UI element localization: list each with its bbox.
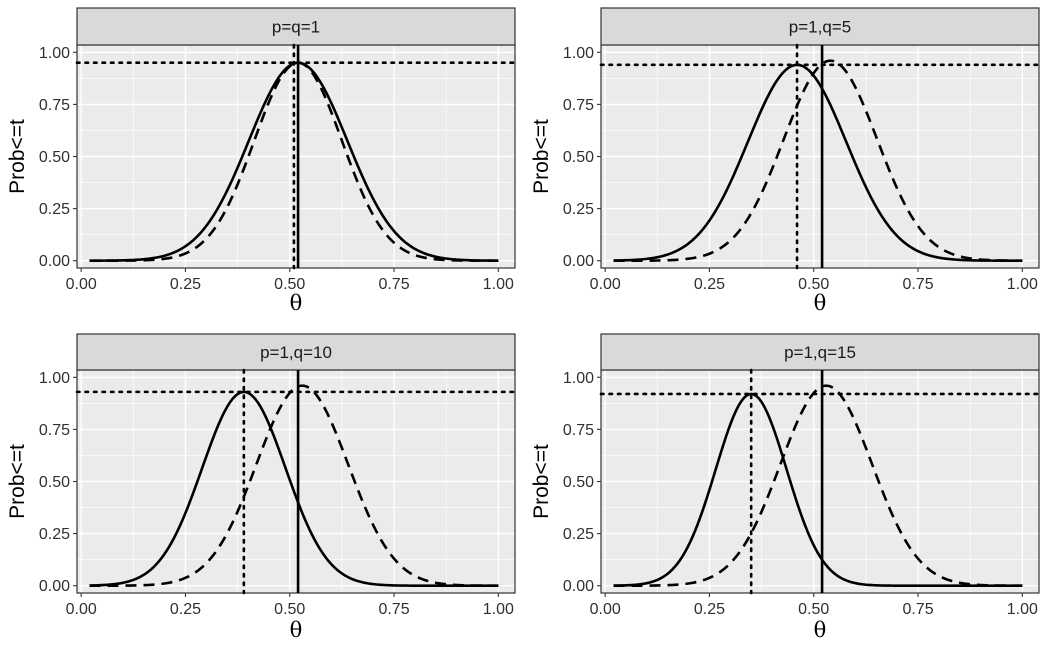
x-tick-label: 0.00 <box>590 601 621 618</box>
x-axis-title: θ <box>814 291 827 315</box>
y-tick-label: 0.00 <box>563 253 594 270</box>
y-tick-label: 0.50 <box>563 474 594 491</box>
x-tick-label: 1.00 <box>1007 276 1038 293</box>
y-tick-label: 1.00 <box>563 370 594 387</box>
y-tick-label: 0.50 <box>39 474 70 491</box>
y-axis-title: Prob<=t <box>6 119 29 194</box>
x-tick-label: 1.00 <box>483 601 514 618</box>
facet-panel-2: p=1,q=5 0.00 0.25 0.50 0.75 1.00 0.00 0.25 0.50 0… <box>530 7 1041 315</box>
y-tick-label: 0.50 <box>563 149 594 166</box>
facet-title: p=1,q=5 <box>789 18 851 37</box>
y-tick-label: 0.75 <box>39 97 70 114</box>
x-tick-label: 0.50 <box>274 601 305 618</box>
x-tick-label: 0.00 <box>66 276 97 293</box>
x-axis-title: θ <box>814 618 827 642</box>
facet-strip <box>600 333 1040 371</box>
series-line-solid <box>613 392 1023 588</box>
y-tick-label: 0.25 <box>39 526 70 543</box>
y-axis-title: Prob<=t <box>530 444 553 519</box>
x-tick-label: 1.00 <box>483 276 514 293</box>
y-tick-label: 0.00 <box>39 578 70 595</box>
facet-title: p=q=1 <box>272 18 320 37</box>
facet-panel-3: p=1,q=10 0.00 0.25 0.50 0.75 1.00 0.00 0.25 0.50… <box>6 333 517 642</box>
x-tick-label: 0.50 <box>798 601 829 618</box>
y-axis-title: Prob<=t <box>6 444 29 519</box>
y-tick-label: 1.00 <box>39 45 70 62</box>
facet-strip <box>76 333 516 371</box>
series-line-dashed <box>613 59 1023 262</box>
facet-title: p=1,q=15 <box>784 343 856 362</box>
x-tick-label: 0.25 <box>694 601 725 618</box>
series-line-solid <box>89 390 499 588</box>
x-tick-label: 0.75 <box>902 601 933 618</box>
facet-strip <box>600 7 1040 46</box>
y-tick-label: 0.25 <box>563 526 594 543</box>
x-tick-label: 0.25 <box>170 276 201 293</box>
y-tick-label: 1.00 <box>563 45 594 62</box>
y-tick-label: 0.25 <box>39 201 70 218</box>
y-tick-label: 0.00 <box>563 578 594 595</box>
y-tick-label: 0.75 <box>563 97 594 114</box>
facet-panel-4: p=1,q=15 0.00 0.25 0.50 0.75 1.00 0.00 0.25 0.50… <box>530 333 1041 642</box>
x-tick-label: 0.75 <box>902 276 933 293</box>
y-tick-label: 0.75 <box>39 422 70 439</box>
x-axis-title: θ <box>290 618 303 642</box>
x-tick-label: 0.25 <box>694 276 725 293</box>
y-tick-label: 0.00 <box>39 253 70 270</box>
x-tick-label: 0.75 <box>378 276 409 293</box>
y-tick-label: 1.00 <box>39 370 70 387</box>
y-tick-label: 0.25 <box>563 201 594 218</box>
y-tick-label: 0.75 <box>563 422 594 439</box>
x-tick-label: 0.50 <box>274 276 305 293</box>
x-tick-label: 0.25 <box>170 601 201 618</box>
y-axis-title: Prob<=t <box>530 119 553 194</box>
series-line-solid <box>613 63 1023 262</box>
x-tick-label: 1.00 <box>1007 601 1038 618</box>
x-tick-label: 0.50 <box>798 276 829 293</box>
facet-title: p=1,q=10 <box>260 343 332 362</box>
x-tick-label: 0.00 <box>66 601 97 618</box>
facet-strip <box>76 7 516 46</box>
x-axis-title: θ <box>290 291 303 315</box>
y-tick-label: 0.50 <box>39 149 70 166</box>
facet-panel-1: p=q=1 0.00 0.25 0.50 0.75 1.00 0.00 0.25 0.50 0.7… <box>6 7 517 315</box>
x-tick-label: 0.00 <box>590 276 621 293</box>
x-tick-label: 0.75 <box>378 601 409 618</box>
